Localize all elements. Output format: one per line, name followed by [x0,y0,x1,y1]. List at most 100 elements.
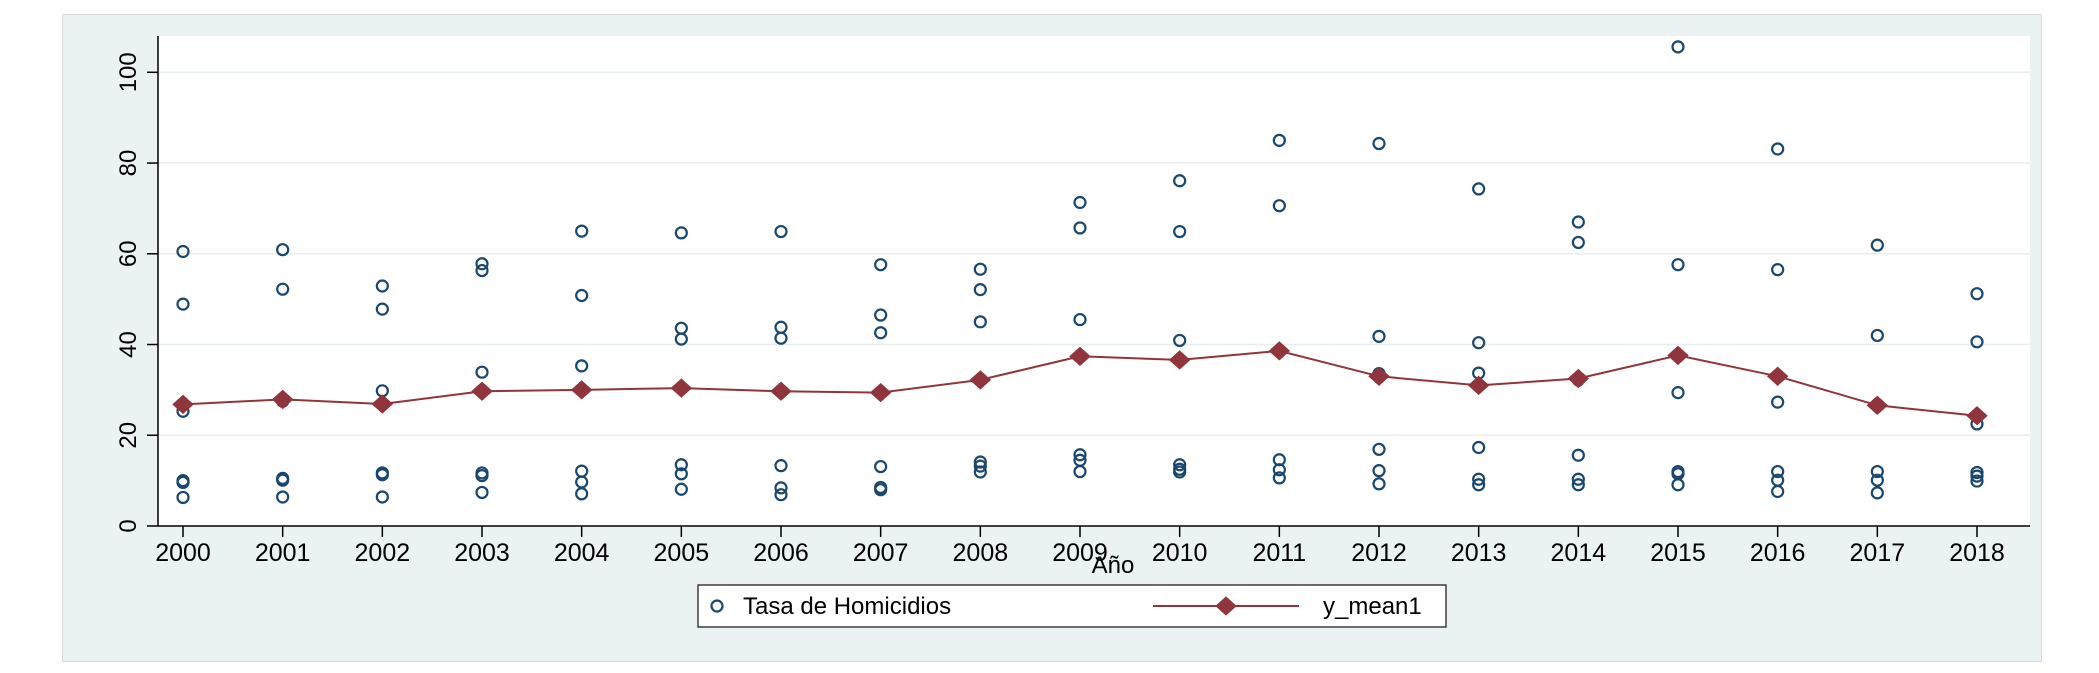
mean-marker [1368,366,1390,386]
chart-frame: 0 20 40 60 80 100 2000 2001 2002 2003 2004 2005 2006… [62,14,2042,662]
scatter-point [874,308,888,322]
y-tick-label: 100 [115,52,142,92]
scatter-point [874,483,888,497]
x-tick-label: 2007 [853,539,909,567]
mean-marker [471,381,493,401]
mean-marker [1866,395,1889,415]
scatter-point [1771,263,1785,277]
mean-marker [371,394,394,414]
x-tick-label: 2013 [1451,539,1507,567]
scatter-point [575,224,589,238]
mean-marker [1268,341,1291,361]
mean-marker [969,370,992,390]
mean-marker [670,378,693,398]
scatter-point [1870,238,1884,252]
scatter-point [1173,458,1187,472]
scatter-point [375,468,389,482]
x-tick-label: 2001 [255,539,311,567]
plot-area [158,36,2030,526]
scatter-point [1771,464,1785,479]
legend-marker-points [710,599,724,613]
x-tick-label: 2010 [1152,539,1208,567]
scatter-point [973,315,987,329]
scatter-point [674,226,688,240]
y-tick-label: 0 [115,519,142,532]
scatter-point [176,490,190,505]
scatter-point [1472,182,1486,196]
scatter-point [1671,40,1685,54]
scatter-point [973,465,987,479]
scatter-point [1272,133,1286,147]
scatter-point [1272,463,1286,477]
scatter-point [1372,329,1386,343]
scatter-point [774,459,788,473]
scatter-point [774,481,788,495]
y-tick-label: 20 [115,422,142,449]
scatter-point [375,490,389,504]
scatter-point [1870,486,1884,500]
x-tick-label: 2018 [1949,539,2005,567]
x-tick-label: 2002 [355,539,411,567]
chart-svg: 0 20 40 60 80 100 2000 2001 2002 2003 2004 2005 2006… [63,15,2041,661]
scatter-point [1671,478,1685,492]
scatter-point [874,459,888,474]
y-tick-label: 40 [115,331,142,358]
scatter-point [973,262,987,276]
scatter-point [1571,235,1585,250]
scatter-point [276,243,290,257]
scatter-point [1372,136,1386,151]
scatter-point [1073,195,1087,210]
x-tick-label: 2004 [554,539,610,567]
scatter-point [176,244,190,259]
scatter-point [176,475,190,490]
scatter-point [1472,336,1486,350]
scatter-point [874,326,888,340]
scatter-point [1970,474,1984,488]
mean-marker [172,394,194,415]
mean-marker [1069,346,1091,366]
scatter-point [1472,478,1486,492]
scatter-point [674,482,688,496]
mean-marker [1467,375,1490,396]
scatter-point [1771,142,1785,156]
scatter-point [475,263,489,278]
scatter-point [674,467,688,481]
scatter-point [176,297,190,311]
scatter-point [475,257,489,271]
x-tick-label: 2014 [1551,539,1607,567]
scatter-point [475,365,489,379]
legend-label-tasa: Tasa de Homicidios [743,593,951,620]
scatter-point [1173,174,1187,188]
x-tick-label: 2005 [654,539,710,567]
scatter-point [575,359,589,373]
scatter-point [973,459,987,473]
mean-marker [1567,368,1590,389]
x-tick-label: 2003 [454,539,510,567]
x-tick-label: 2008 [953,539,1009,567]
x-tick-label: 2017 [1850,539,1906,567]
y-tick-label: 80 [115,150,142,177]
x-tick-label: 2015 [1650,539,1706,567]
scatter-point [1073,312,1087,327]
scatter-point [1173,465,1187,479]
scatter-point [1073,448,1087,462]
scatter-point [973,283,987,297]
mean-marker [1766,366,1789,386]
mean-marker [271,389,294,410]
scatter-point [1870,464,1884,479]
axes: 0 20 40 60 80 100 2000 2001 2002 2003 2004 2005 2006… [115,36,2030,567]
scatter-point [1372,464,1386,478]
scatter-point [276,473,290,487]
scatter-point [1571,478,1585,492]
x-tick-label: 2012 [1351,539,1407,567]
scatter-point [774,224,788,239]
scatter-point [1073,464,1087,479]
scatter-point [1472,472,1486,486]
mean-marker [1966,406,1988,426]
scatter-point [1970,469,1984,483]
scatter-point [375,279,389,293]
scatter-point [1771,395,1785,409]
mean-marker [1168,350,1191,370]
x-axis-title: Año [1092,552,1135,579]
